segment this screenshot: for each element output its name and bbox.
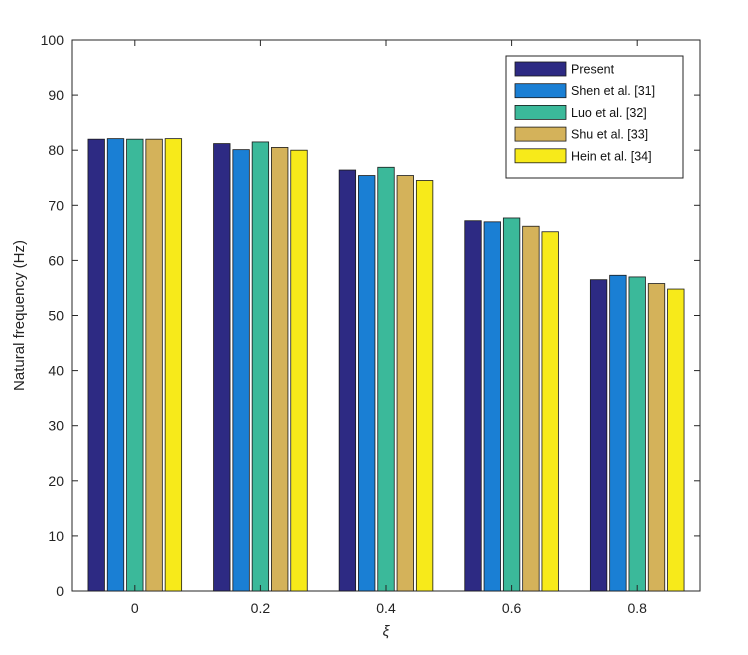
bar-shu-et-al-33-2 xyxy=(396,175,414,592)
legend-label: Shen et al. [31] xyxy=(571,84,655,98)
y-tick-label: 30 xyxy=(48,418,64,434)
bar-shen-et-al-31-0 xyxy=(106,138,125,592)
legend-swatch xyxy=(514,61,567,77)
y-tick-label: 70 xyxy=(48,197,64,213)
x-axis: 0 0.2 0.4 0.6 0.8 xyxy=(131,40,647,616)
bar-hein-et-al-34-2 xyxy=(415,180,434,592)
bar-hein-et-al-34-4 xyxy=(667,288,685,592)
bar-present-3 xyxy=(464,220,482,592)
y-tick-label: 90 xyxy=(48,87,64,103)
bar-hein-et-al-34-0 xyxy=(164,138,183,592)
legend: Present Shen et al. [31] Luo et al. [32] Sh… xyxy=(505,55,684,179)
bar-present-4 xyxy=(589,279,608,592)
y-tick-label: 40 xyxy=(48,363,64,379)
bar-luo-et-al-32-0 xyxy=(126,138,144,592)
x-axis-title: ξ xyxy=(383,623,391,640)
legend-swatch xyxy=(514,126,567,142)
bar-present-2 xyxy=(338,169,357,592)
y-tick-label: 10 xyxy=(48,528,64,544)
bar-shu-et-al-33-4 xyxy=(647,283,666,592)
bar-shen-et-al-31-1 xyxy=(232,149,250,592)
y-tick-label: 50 xyxy=(48,308,64,324)
bar-luo-et-al-32-4 xyxy=(628,276,646,592)
y-axis-title: Natural frequency (Hz) xyxy=(11,240,28,391)
x-tick-label: 0.8 xyxy=(627,600,647,616)
y-tick-label: 80 xyxy=(48,142,64,158)
legend-swatch xyxy=(514,83,567,99)
bar-shu-et-al-33-1 xyxy=(271,147,289,592)
x-tick-label: 0 xyxy=(131,600,139,616)
bar-shen-et-al-31-2 xyxy=(358,175,376,592)
bar-hein-et-al-34-3 xyxy=(541,231,559,592)
legend-swatch xyxy=(514,148,567,164)
bar-luo-et-al-32-3 xyxy=(502,217,521,592)
bar-present-1 xyxy=(213,143,231,592)
bars-group xyxy=(87,138,685,592)
legend-label: Luo et al. [32] xyxy=(571,106,647,120)
bar-shu-et-al-33-3 xyxy=(522,225,540,592)
x-tick-label: 0.4 xyxy=(376,600,396,616)
bar-shen-et-al-31-4 xyxy=(609,274,627,592)
y-tick-label: 0 xyxy=(56,583,64,599)
legend-label: Present xyxy=(571,63,615,77)
legend-label: Shu et al. [33] xyxy=(571,128,648,142)
bar-present-0 xyxy=(87,138,105,592)
bar-luo-et-al-32-2 xyxy=(377,166,395,592)
bar-luo-et-al-32-1 xyxy=(251,141,270,592)
y-tick-label: 20 xyxy=(48,473,64,489)
y-tick-label: 100 xyxy=(41,32,65,48)
bar-hein-et-al-34-1 xyxy=(290,149,308,592)
x-tick-label: 0.2 xyxy=(251,600,271,616)
legend-label: Hein et al. [34] xyxy=(571,149,652,163)
bar-shu-et-al-33-0 xyxy=(145,138,163,592)
legend-swatch xyxy=(514,105,567,120)
y-axis: 0 10 20 30 40 50 60 70 80 90 100 xyxy=(41,32,700,599)
y-tick-label: 60 xyxy=(48,252,64,268)
bar-shen-et-al-31-3 xyxy=(483,221,501,592)
x-tick-label: 0.6 xyxy=(502,600,522,616)
